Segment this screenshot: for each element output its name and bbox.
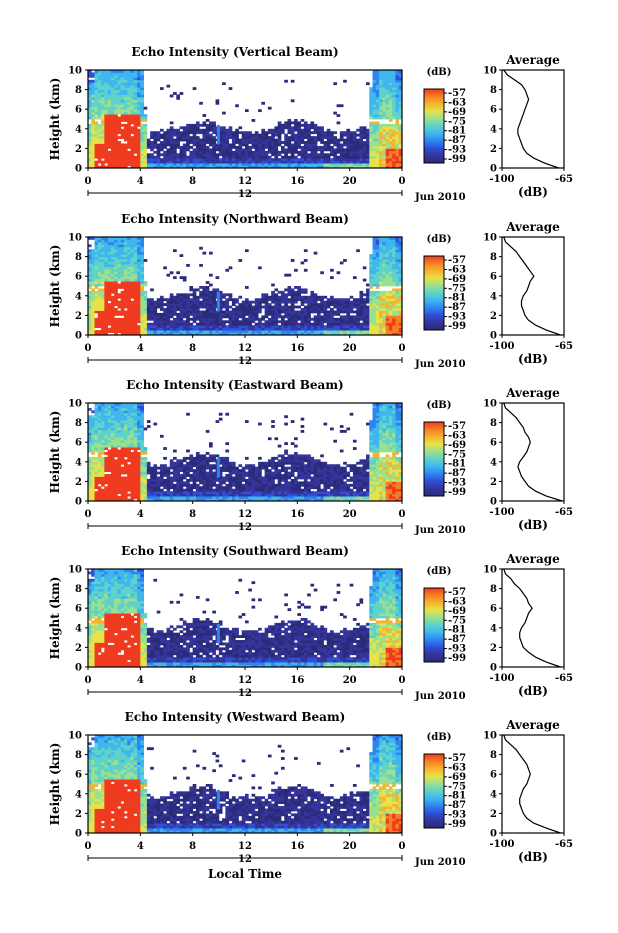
figure: Echo Intensity (Vertical Beam)0246810Hei… xyxy=(0,0,618,933)
